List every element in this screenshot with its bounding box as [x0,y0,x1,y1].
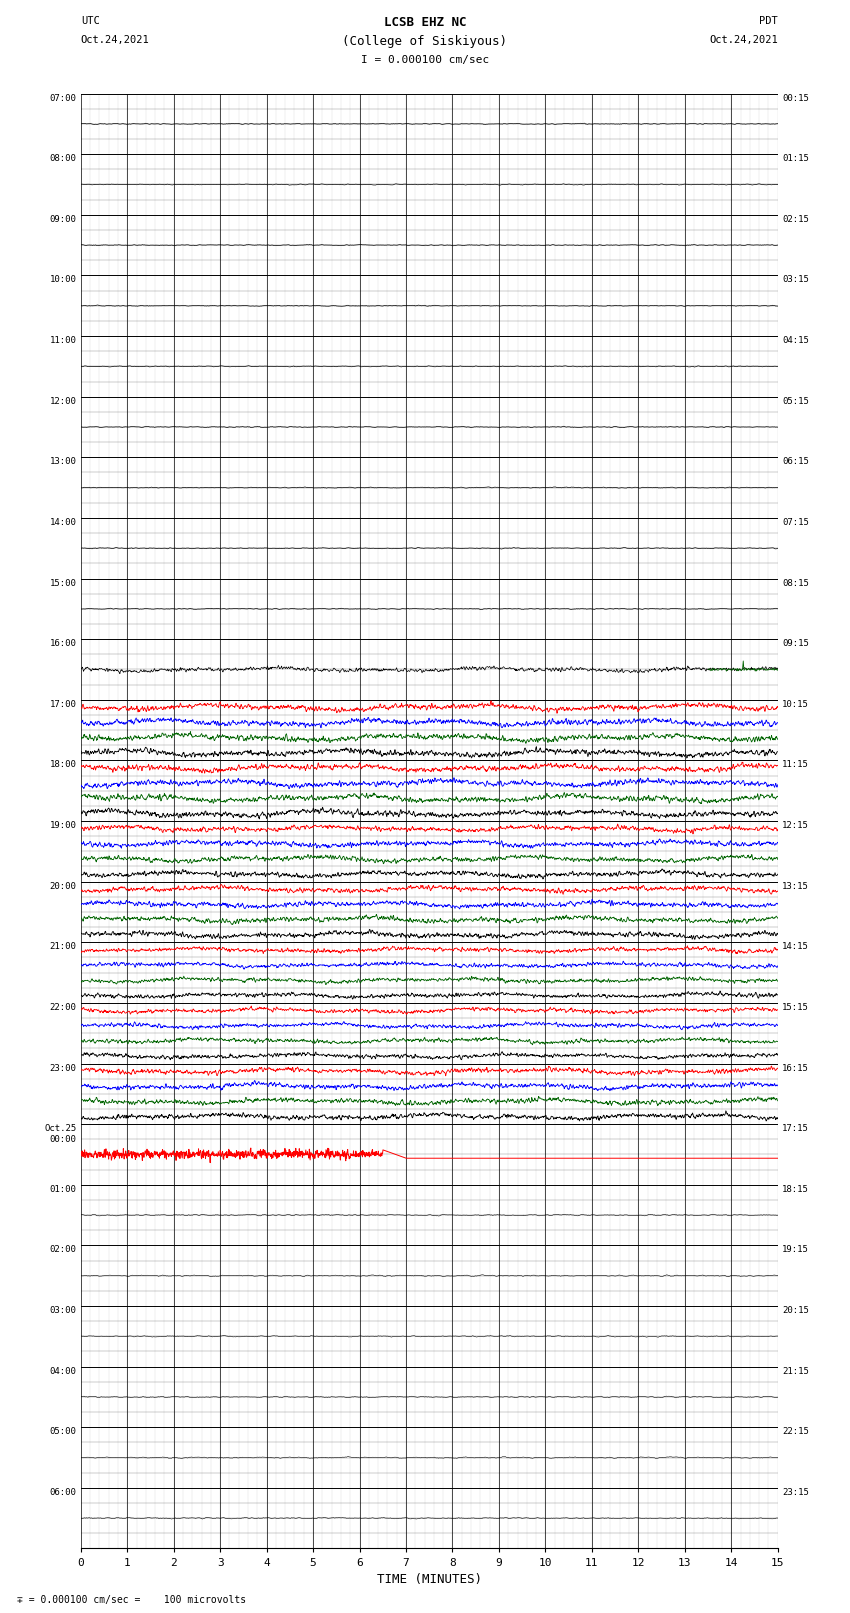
Text: 22:15: 22:15 [782,1428,809,1436]
Text: 08:00: 08:00 [49,155,76,163]
Text: 13:00: 13:00 [49,458,76,466]
Text: LCSB EHZ NC: LCSB EHZ NC [383,16,467,29]
Text: 01:00: 01:00 [49,1186,76,1194]
Text: 14:00: 14:00 [49,518,76,527]
Text: 15:00: 15:00 [49,579,76,587]
Text: 16:15: 16:15 [782,1063,809,1073]
Text: Oct.24,2021: Oct.24,2021 [81,35,150,45]
Text: 06:15: 06:15 [782,458,809,466]
Text: 03:15: 03:15 [782,276,809,284]
Text: 00:15: 00:15 [782,94,809,103]
Text: 17:00: 17:00 [49,700,76,708]
Text: 07:15: 07:15 [782,518,809,527]
Text: 21:15: 21:15 [782,1366,809,1376]
Text: 07:00: 07:00 [49,94,76,103]
Text: 16:00: 16:00 [49,639,76,648]
Text: 02:15: 02:15 [782,215,809,224]
Text: 23:00: 23:00 [49,1063,76,1073]
Text: 04:15: 04:15 [782,336,809,345]
X-axis label: TIME (MINUTES): TIME (MINUTES) [377,1573,482,1586]
Text: 04:00: 04:00 [49,1366,76,1376]
Text: 03:00: 03:00 [49,1307,76,1315]
Text: 05:15: 05:15 [782,397,809,405]
Text: 19:15: 19:15 [782,1245,809,1255]
Text: 10:00: 10:00 [49,276,76,284]
Text: 08:15: 08:15 [782,579,809,587]
Text: 11:15: 11:15 [782,760,809,769]
Text: 14:15: 14:15 [782,942,809,952]
Text: 11:00: 11:00 [49,336,76,345]
Text: Oct.25
00:00: Oct.25 00:00 [44,1124,76,1144]
Text: (College of Siskiyous): (College of Siskiyous) [343,35,507,48]
Text: I = 0.000100 cm/sec: I = 0.000100 cm/sec [361,55,489,65]
Text: 22:00: 22:00 [49,1003,76,1011]
Text: 19:00: 19:00 [49,821,76,831]
Text: 18:00: 18:00 [49,760,76,769]
Text: UTC: UTC [81,16,99,26]
Text: 05:00: 05:00 [49,1428,76,1436]
Text: 01:15: 01:15 [782,155,809,163]
Text: 15:15: 15:15 [782,1003,809,1011]
Text: ∓ = 0.000100 cm/sec =    100 microvolts: ∓ = 0.000100 cm/sec = 100 microvolts [17,1595,246,1605]
Text: 20:15: 20:15 [782,1307,809,1315]
Text: 12:00: 12:00 [49,397,76,405]
Text: 12:15: 12:15 [782,821,809,831]
Text: 20:00: 20:00 [49,882,76,890]
Text: 09:15: 09:15 [782,639,809,648]
Text: 09:00: 09:00 [49,215,76,224]
Text: 23:15: 23:15 [782,1487,809,1497]
Text: 21:00: 21:00 [49,942,76,952]
Text: 02:00: 02:00 [49,1245,76,1255]
Text: Oct.24,2021: Oct.24,2021 [709,35,778,45]
Text: 13:15: 13:15 [782,882,809,890]
Text: 10:15: 10:15 [782,700,809,708]
Text: PDT: PDT [759,16,778,26]
Text: 06:00: 06:00 [49,1487,76,1497]
Text: 17:15: 17:15 [782,1124,809,1132]
Text: 18:15: 18:15 [782,1186,809,1194]
